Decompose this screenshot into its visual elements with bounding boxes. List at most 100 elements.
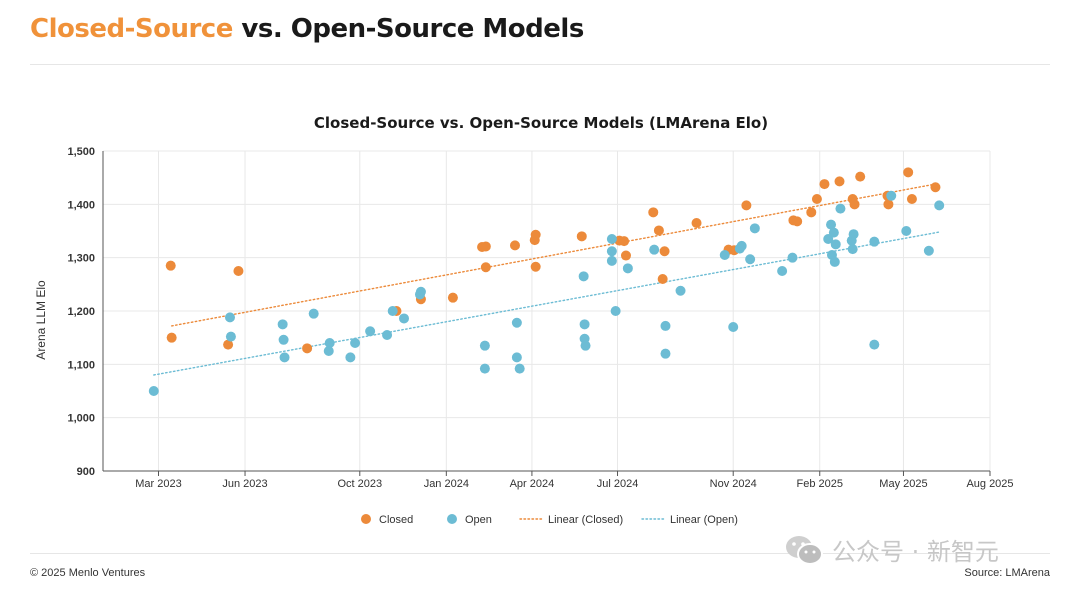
open-point — [345, 352, 356, 363]
open-point — [224, 312, 235, 323]
chart-legend: Closed Open Linear (Closed) Linear (Open) — [361, 514, 738, 526]
closed-point — [447, 292, 458, 303]
closed-point — [620, 250, 631, 261]
open-point — [826, 219, 837, 230]
x-tick-label: Feb 2025 — [797, 478, 843, 490]
closed-point — [223, 339, 234, 350]
closed-point — [233, 266, 244, 276]
open-point — [848, 229, 859, 240]
closed-point — [906, 194, 917, 204]
open-point — [580, 340, 591, 351]
open-point — [719, 250, 730, 260]
open-point — [479, 340, 490, 351]
watermark-text: 公众号 · 新智元 — [832, 538, 999, 566]
open-point — [578, 271, 589, 282]
open-point — [606, 246, 617, 257]
closed-point — [576, 231, 587, 242]
chart-title: Closed-Source vs. Open-Source Models (LM… — [314, 114, 768, 132]
open-point — [350, 338, 361, 348]
open-point — [277, 319, 288, 330]
open-point — [675, 285, 686, 296]
closed-point — [480, 262, 491, 273]
y-tick-label: 1,400 — [67, 199, 95, 211]
footer-divider — [30, 553, 1050, 554]
open-point — [835, 203, 846, 214]
trendline-linear-open — [153, 231, 940, 376]
open-point — [869, 339, 880, 350]
x-tick-label: May 2025 — [879, 478, 927, 490]
closed-point — [165, 260, 176, 271]
legend-label: Linear (Closed) — [548, 514, 623, 526]
y-tick-label: 1,100 — [67, 359, 95, 371]
points-layer — [148, 167, 945, 396]
copyright-text: © 2025 Menlo Ventures — [30, 567, 146, 579]
legend-marker-closed — [361, 514, 371, 524]
open-point — [225, 331, 236, 342]
open-point — [847, 244, 858, 255]
open-point — [823, 234, 834, 244]
closed-point — [806, 207, 817, 218]
legend-label: Linear (Open) — [670, 514, 738, 526]
open-point — [934, 200, 945, 211]
wechat-icon — [786, 535, 823, 565]
x-tick-label: Jul 2024 — [597, 478, 639, 490]
page-title-accent: Closed-Source — [30, 14, 233, 44]
closed-point — [530, 229, 541, 240]
closed-point — [619, 236, 630, 247]
open-point — [660, 320, 671, 331]
header-divider — [30, 64, 1050, 65]
y-tick-label: 1,200 — [67, 306, 95, 318]
open-point — [649, 244, 660, 255]
closed-point — [903, 167, 914, 178]
open-point — [382, 330, 393, 340]
trendline-linear-closed — [170, 183, 937, 327]
closed-point — [883, 199, 894, 210]
closed-point — [855, 171, 866, 182]
closed-point — [480, 241, 491, 252]
closed-point — [811, 194, 822, 204]
open-point — [787, 252, 798, 263]
open-point — [923, 245, 934, 256]
open-point — [606, 255, 617, 266]
open-point — [886, 190, 897, 201]
scatter-chart: Closed-Source vs. Open-Source Models (LM… — [34, 114, 1014, 526]
closed-point — [819, 179, 830, 190]
closed-point — [653, 225, 664, 236]
closed-point — [792, 216, 803, 227]
y-tick-label: 1,500 — [67, 146, 95, 158]
open-point — [749, 223, 760, 234]
closed-point — [648, 207, 659, 218]
page-title: Closed-Source vs. Open-Source Models — [30, 14, 584, 44]
legend-label: Closed — [379, 514, 413, 526]
open-point — [828, 227, 839, 238]
open-point — [415, 286, 426, 297]
open-point — [324, 338, 335, 348]
y-tick-label: 1,300 — [67, 253, 95, 265]
x-tick-label: Nov 2024 — [710, 478, 757, 490]
open-point — [387, 306, 398, 316]
legend-label: Open — [465, 514, 492, 526]
watermark: 公众号 · 新智元 — [784, 532, 999, 567]
closed-point — [166, 332, 177, 343]
y-tick-label: 1,000 — [67, 413, 95, 425]
open-point — [610, 306, 621, 316]
open-point — [514, 363, 525, 374]
legend-marker-open — [447, 514, 457, 524]
closed-point — [509, 240, 520, 251]
closed-point — [657, 274, 668, 284]
page-title-rest: vs. Open-Source Models — [241, 14, 584, 44]
source-text: Source: LMArena — [964, 567, 1050, 579]
closed-point — [741, 200, 752, 211]
x-tick-label: Mar 2023 — [135, 478, 181, 490]
x-tick-label: Oct 2023 — [337, 478, 382, 490]
open-point — [148, 386, 159, 396]
open-point — [777, 266, 788, 276]
closed-point — [834, 176, 845, 187]
open-point — [830, 239, 841, 250]
open-point — [278, 334, 289, 345]
open-point — [901, 226, 912, 236]
open-point — [365, 326, 376, 337]
open-point — [308, 308, 319, 319]
x-tick-label: Aug 2025 — [966, 478, 1013, 490]
closed-point — [849, 199, 860, 210]
